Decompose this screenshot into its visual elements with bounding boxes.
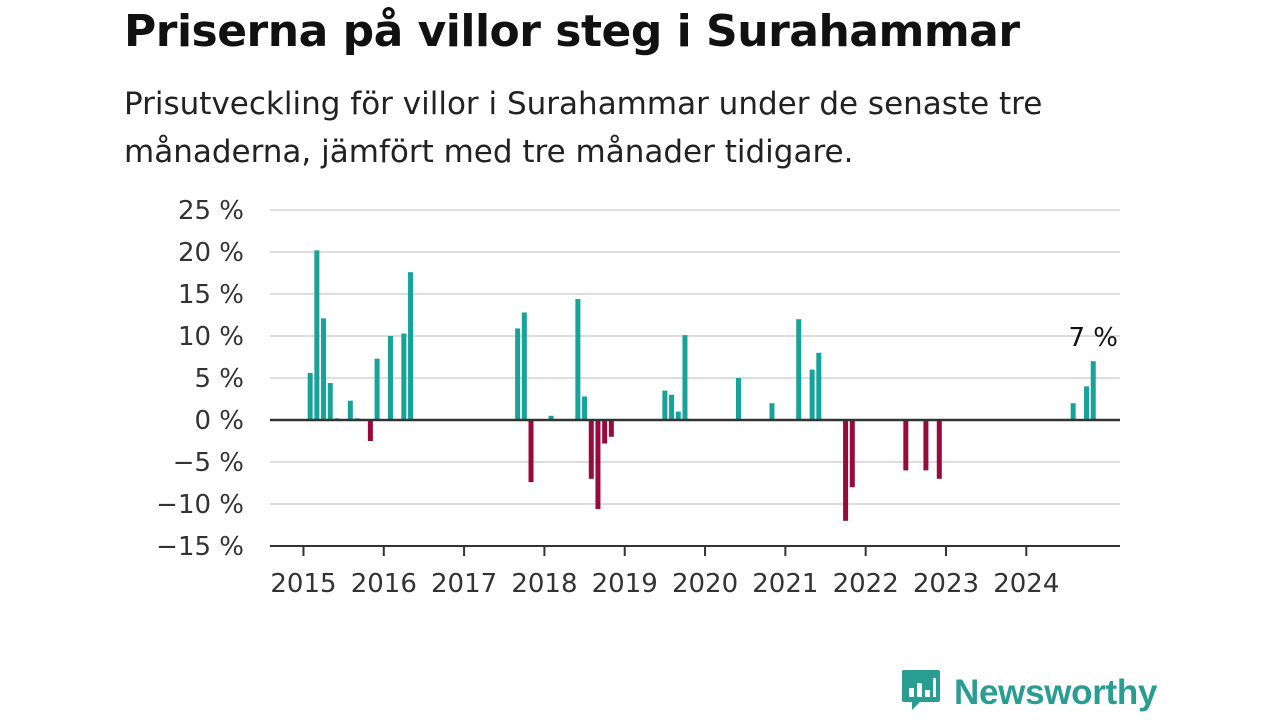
y-tick-label: −15 % <box>156 532 244 562</box>
brand-name: Newsworthy <box>954 673 1158 712</box>
bar <box>347 400 353 420</box>
bar <box>367 420 373 441</box>
y-tick-label: 10 % <box>178 322 244 352</box>
bar <box>321 318 327 420</box>
brand-logo: Newsworthy <box>900 670 1157 716</box>
chart-subtitle: Prisutveckling för villor i Surahammar u… <box>124 86 1043 170</box>
x-tick-label: 2015 <box>270 569 336 599</box>
bar <box>849 420 855 488</box>
x-tick-label: 2021 <box>752 569 818 599</box>
x-tick-label: 2016 <box>351 569 417 599</box>
bar <box>903 420 909 471</box>
bar <box>374 358 380 420</box>
bar <box>1070 403 1076 420</box>
axes <box>270 418 1120 556</box>
bar <box>796 319 802 420</box>
bar <box>1090 361 1096 420</box>
bar <box>521 312 527 420</box>
bar <box>608 420 614 437</box>
bar <box>575 299 581 420</box>
bar <box>682 335 688 420</box>
x-tick-label: 2024 <box>993 569 1059 599</box>
x-tick-label: 2022 <box>833 569 899 599</box>
bar <box>923 420 929 471</box>
bar <box>1084 386 1090 420</box>
bar <box>515 328 521 420</box>
bar <box>582 396 588 420</box>
tick-labels: 25 % 20 % 15 % 10 % 5 % 0 % −5 % −10 % −15 % 2015… <box>156 196 1118 599</box>
x-tick-label: 2017 <box>431 569 497 599</box>
x-tick-label: 2018 <box>511 569 577 599</box>
bar <box>595 420 601 510</box>
bar <box>387 336 393 420</box>
data-label: 7 % <box>1068 323 1118 353</box>
bar <box>669 394 675 420</box>
y-tick-label: 15 % <box>178 280 244 310</box>
bars <box>307 250 1096 521</box>
bar <box>548 415 554 420</box>
bar <box>662 390 668 420</box>
bar <box>314 250 320 420</box>
bar <box>408 272 414 420</box>
y-tick-label: −5 % <box>173 448 244 478</box>
y-tick-label: 5 % <box>194 364 244 394</box>
bar <box>401 333 407 420</box>
bar <box>769 403 775 420</box>
x-tick-label: 2019 <box>592 569 658 599</box>
gridlines <box>270 209 1120 505</box>
x-tick-label: 2023 <box>913 569 979 599</box>
bar <box>602 420 608 444</box>
bar <box>675 411 681 420</box>
bar <box>327 383 333 420</box>
y-tick-label: 20 % <box>178 238 244 268</box>
y-tick-label: −10 % <box>156 490 244 520</box>
bar <box>843 420 849 521</box>
bar <box>307 372 313 420</box>
y-tick-label: 25 % <box>178 196 244 226</box>
x-tick-label: 2020 <box>672 569 738 599</box>
bar <box>736 378 741 420</box>
bar <box>936 420 942 479</box>
y-tick-label: 0 % <box>194 406 244 436</box>
chart-title: Priserna på villor steg i Surahammar <box>124 6 1020 57</box>
bar <box>588 420 594 479</box>
chart-speech-bubble-icon <box>900 668 942 718</box>
bar <box>809 369 815 420</box>
bar <box>816 352 822 420</box>
bar <box>528 420 534 483</box>
